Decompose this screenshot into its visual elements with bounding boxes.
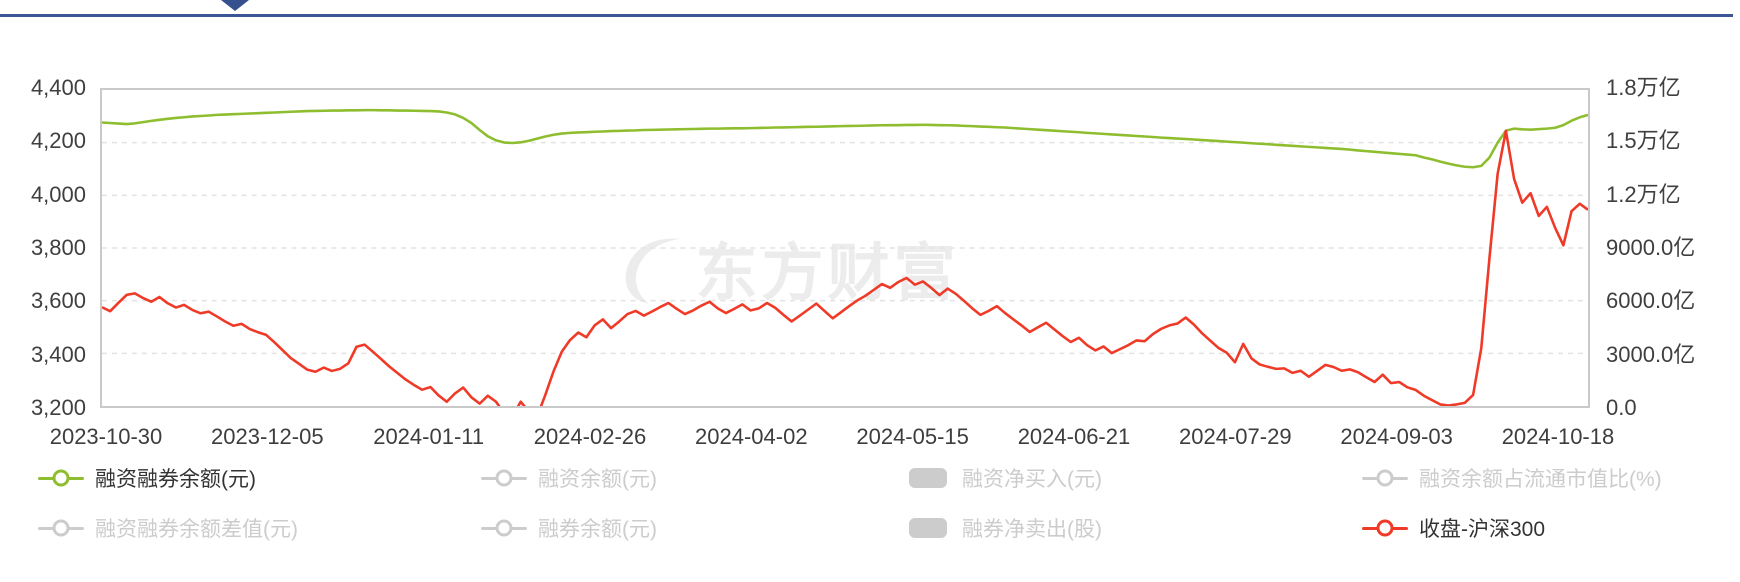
y-axis-label-left: 4,400 — [30, 75, 86, 100]
legend-label: 收盘-沪深300 — [1419, 518, 1546, 541]
legend-line-marker-icon — [38, 469, 84, 487]
legend-item[interactable]: 融资融券余额差值(元) — [38, 514, 298, 542]
legend-line-marker-icon — [481, 469, 527, 487]
y-axis-label-right: 9000.0亿 — [1606, 235, 1696, 260]
x-axis-label: 2024-06-21 — [1017, 424, 1131, 449]
legend-line-marker-icon — [1362, 519, 1408, 537]
legend-bar-marker-icon — [909, 468, 947, 488]
x-axis-label: 2024-02-26 — [533, 424, 647, 449]
legend-item[interactable]: 融资余额占流通市值比(%) — [1362, 464, 1662, 492]
legend-bar-marker-icon — [909, 518, 947, 538]
legend-line-marker-icon — [481, 519, 527, 537]
legend-item[interactable]: 收盘-沪深300 — [1362, 514, 1545, 542]
x-axis-label: 2024-04-02 — [695, 424, 808, 449]
x-axis-label: 2024-09-03 — [1340, 424, 1453, 449]
legend-item[interactable]: 融资净买入(元) — [905, 464, 1102, 492]
legend-label: 融资余额占流通市值比(%) — [1419, 468, 1662, 491]
margin-balance-line — [102, 108, 1588, 169]
x-axis-label: 2024-10-18 — [1501, 424, 1615, 449]
legend-label: 融券余额(元) — [538, 518, 657, 541]
y-axis-label-right: 0.0 — [1606, 395, 1637, 420]
legend-item[interactable]: 融资融券余额(元) — [38, 464, 256, 492]
top-divider — [0, 14, 1733, 17]
x-axis-label: 2024-07-29 — [1179, 424, 1292, 449]
plot-area: 东方财富 — [100, 88, 1590, 408]
legend-label: 融资融券余额(元) — [95, 468, 256, 491]
legend-label: 融资净买入(元) — [962, 468, 1102, 491]
legend-label: 融券净卖出(股) — [962, 518, 1102, 541]
x-axis-label: 2023-10-30 — [49, 424, 163, 449]
y-axis-label-right: 1.2万亿 — [1606, 181, 1681, 207]
legend-line-marker-icon — [1362, 469, 1408, 487]
y-axis-label-right: 3000.0亿 — [1606, 341, 1696, 367]
csi300-close-line — [102, 129, 1588, 406]
y-axis-label-left: 3,400 — [30, 341, 86, 367]
x-axis: 2023-10-30 2023-12-05 2024-01-11 2024-02-26… — [50, 424, 1615, 454]
legend-item[interactable]: 融资余额(元) — [481, 464, 657, 492]
collapse-arrow-icon[interactable] — [221, 0, 249, 11]
y-axis-label-left: 3,200 — [30, 395, 86, 420]
y-axis-label-right: 6000.0亿 — [1606, 288, 1696, 314]
legend-item[interactable]: 融券余额(元) — [481, 514, 657, 542]
x-axis-label: 2024-01-11 — [373, 424, 485, 449]
y-axis-label-right: 1.5万亿 — [1606, 128, 1681, 154]
legend-line-marker-icon — [38, 519, 84, 537]
y-axis-label-left: 4,200 — [30, 128, 86, 154]
x-axis-label: 2024-05-15 — [856, 424, 969, 449]
y-axis-label-right: 1.8万亿 — [1606, 75, 1681, 100]
y-axis-label-left: 3,800 — [30, 235, 86, 260]
legend-item[interactable]: 融券净卖出(股) — [905, 514, 1102, 542]
chart-canvas — [102, 108, 1588, 406]
y-axis-label-left: 3,600 — [30, 288, 86, 314]
legend-label: 融资融券余额差值(元) — [95, 518, 298, 541]
legend-label: 融资余额(元) — [538, 468, 657, 491]
y-axis-label-left: 4,000 — [30, 181, 86, 207]
x-axis-label: 2023-12-05 — [211, 424, 324, 449]
